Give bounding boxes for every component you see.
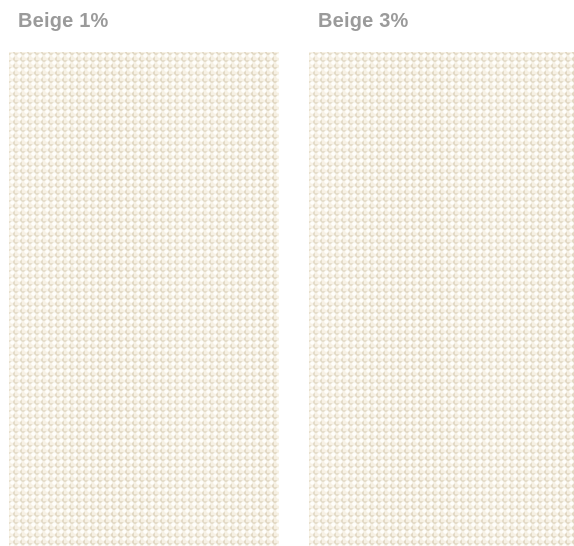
swatch-label: Beige 1% — [18, 10, 109, 32]
fabric-swatch-image[interactable] — [309, 52, 574, 546]
fabric-swatch-image[interactable] — [9, 52, 279, 546]
swatch-card-beige-1[interactable]: Beige 1% — [9, 0, 279, 546]
swatch-label: Beige 3% — [318, 10, 409, 32]
swatch-card-beige-3[interactable]: Beige 3% — [309, 0, 574, 546]
